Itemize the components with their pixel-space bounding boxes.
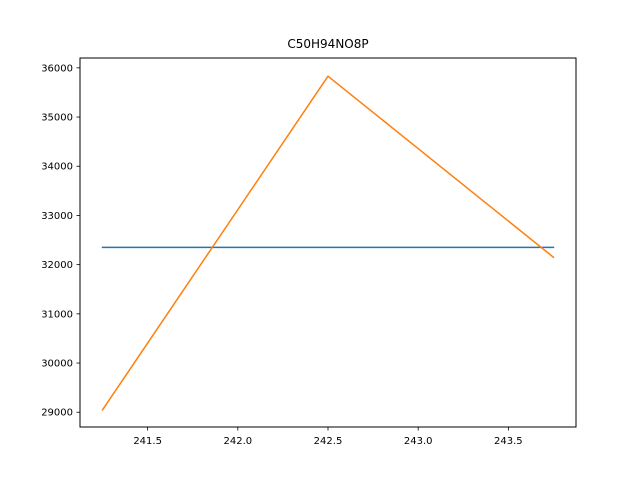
y-tick-label: 32000 bbox=[41, 260, 73, 271]
y-tick-label: 36000 bbox=[41, 63, 73, 74]
x-tick-label: 243.5 bbox=[494, 436, 523, 447]
series-line-2 bbox=[101, 75, 555, 411]
y-tick-label: 35000 bbox=[41, 113, 73, 124]
x-axis: 241.5 242.0 242.5 243.0 243.5 bbox=[133, 427, 523, 447]
x-tick-label: 243.0 bbox=[404, 436, 433, 447]
y-tick-label: 31000 bbox=[41, 309, 73, 320]
x-tick-label: 242.0 bbox=[223, 436, 252, 447]
plot-frame bbox=[79, 57, 577, 428]
y-tick-label: 29000 bbox=[41, 408, 73, 419]
series-layer bbox=[101, 75, 555, 411]
y-tick-label: 30000 bbox=[41, 359, 73, 370]
y-tick-label: 34000 bbox=[41, 162, 73, 173]
y-axis: 29000 30000 31000 32000 33000 34000 35000 36000 bbox=[41, 63, 80, 419]
y-tick-label: 33000 bbox=[41, 211, 73, 222]
x-tick-label: 242.5 bbox=[314, 436, 343, 447]
chart-title: C50H94NO8P bbox=[287, 37, 368, 51]
x-tick-label: 241.5 bbox=[133, 436, 162, 447]
